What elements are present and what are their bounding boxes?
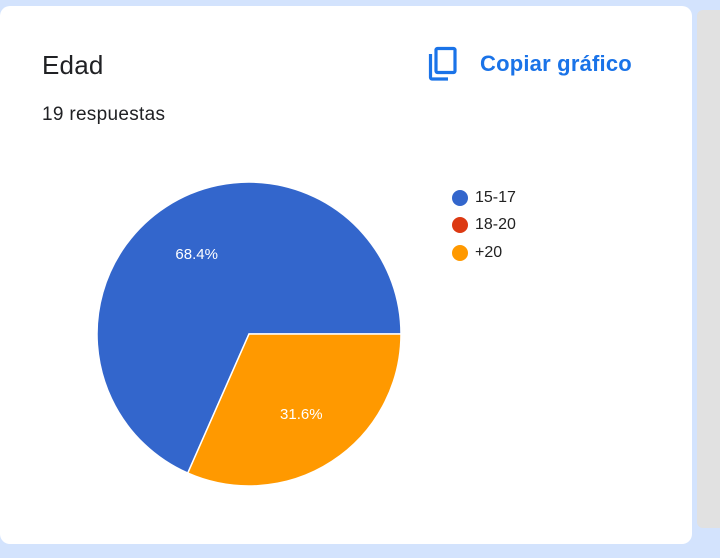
question-title: Edad (42, 50, 104, 80)
legend-label: 18-20 (475, 216, 516, 234)
adjacent-card-edge (697, 10, 720, 528)
pie-slice-percent-label: 68.4% (175, 246, 218, 263)
legend-swatch (452, 244, 468, 261)
chart-legend: 15-17 18-20 +20 (452, 184, 516, 267)
pie-slice--20[interactable] (186, 333, 402, 487)
pie-slice-percent-label: 31.6% (280, 406, 323, 423)
copy-chart-button[interactable]: Copiar gráfico (426, 44, 632, 84)
legend-swatch (452, 217, 468, 234)
legend-label: 15-17 (475, 188, 516, 206)
legend-item: 18-20 (452, 212, 516, 240)
pie-slice-15-17[interactable] (96, 181, 402, 475)
copy-icon (428, 46, 457, 81)
legend-label: +20 (475, 243, 503, 261)
legend-item: 15-17 (452, 184, 516, 212)
copy-chart-label: Copiar gráfico (480, 51, 632, 76)
legend-swatch (452, 189, 468, 206)
response-count: 19 respuestas (42, 104, 166, 125)
question-summary-card: Edad 19 respuestas Copiar gráfico 68.4% 3… (0, 6, 692, 544)
pie-chart: 68.4% 31.6% (96, 181, 402, 487)
legend-item: +20 (452, 239, 516, 267)
